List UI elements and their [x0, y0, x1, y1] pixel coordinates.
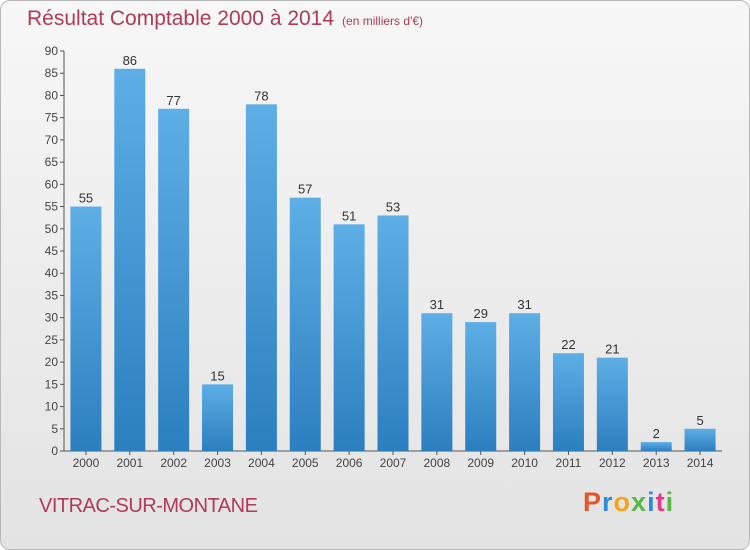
x-tick-label: 2008 [424, 456, 451, 470]
y-tick-label: 20 [45, 355, 59, 369]
logo-letter: t [655, 487, 666, 517]
bar-2009 [465, 322, 497, 451]
y-tick-label: 30 [45, 311, 59, 325]
x-tick-label: 2013 [643, 456, 670, 470]
y-tick-label: 5 [51, 422, 58, 436]
y-tick-label: 55 [45, 200, 59, 214]
bar-value-label: 57 [298, 182, 312, 197]
y-tick-label: 50 [45, 222, 59, 236]
bar-2004 [245, 104, 277, 451]
bar-value-label: 22 [561, 337, 575, 352]
x-tick-label: 2005 [292, 456, 319, 470]
bar-2003 [202, 384, 234, 451]
bar-value-label: 86 [123, 53, 137, 68]
bar-2013 [640, 442, 672, 451]
y-tick-label: 65 [45, 155, 59, 169]
bar-2006 [333, 224, 365, 451]
bar-value-label: 55 [79, 191, 93, 206]
bar-2001 [114, 68, 146, 452]
y-tick-label: 40 [45, 266, 59, 280]
y-tick-label: 85 [45, 66, 59, 80]
y-tick-label: 60 [45, 177, 59, 191]
chart-title: Résultat Comptable 2000 à 2014 (en millie… [27, 7, 423, 31]
y-tick-label: 70 [45, 133, 59, 147]
chart-title-main: Résultat Comptable 2000 à 2014 [27, 7, 335, 30]
x-tick-label: 2011 [556, 456, 582, 470]
x-tick-label: 2010 [511, 456, 538, 470]
bar-2002 [158, 108, 190, 452]
x-tick-label: 2012 [599, 456, 626, 470]
bar-value-label: 2 [653, 426, 660, 441]
x-tick-label: 2000 [73, 456, 100, 470]
x-tick-label: 2001 [116, 456, 143, 470]
y-tick-label: 45 [45, 244, 59, 258]
chart-bars: 55 86 77 15 78 57 51 53 31 29 31 22 21 2 5 [70, 53, 716, 452]
y-tick-label: 0 [51, 444, 58, 458]
x-tick-label: 2014 [687, 456, 714, 470]
logo-letter: P [583, 487, 603, 517]
proxiti-logo: Proxiti [583, 487, 674, 518]
logo-letter: i [665, 487, 675, 517]
bar-2012 [596, 357, 628, 451]
x-tick-label: 2009 [467, 456, 494, 470]
bar-2008 [421, 313, 453, 451]
x-tick-label: 2004 [248, 456, 275, 470]
y-tick-label: 25 [45, 333, 59, 347]
chart-title-unit: (en milliers d'€) [342, 14, 424, 28]
x-tick-label: 2002 [160, 456, 187, 470]
x-tick-label: 2003 [204, 456, 231, 470]
bar-value-label: 51 [342, 208, 356, 223]
logo-letter: x [631, 487, 648, 517]
bar-value-label: 31 [430, 297, 444, 312]
bar-value-label: 77 [166, 93, 180, 108]
y-tick-label: 80 [45, 88, 59, 102]
y-tick-label: 10 [45, 400, 59, 414]
bar-value-label: 53 [386, 199, 400, 214]
logo-letter: o [613, 487, 632, 517]
bar-value-label: 21 [605, 342, 619, 357]
y-tick-label: 75 [45, 111, 59, 125]
y-tick-label: 35 [45, 288, 59, 302]
x-tick-label: 2006 [336, 456, 363, 470]
logo-letter: r [602, 487, 614, 517]
bar-2007 [377, 215, 409, 451]
logo-letter: i [647, 487, 656, 517]
bar-value-label: 31 [517, 297, 531, 312]
bar-value-label: 29 [473, 306, 487, 321]
bar-value-label: 78 [254, 88, 268, 103]
y-tick-label: 15 [45, 377, 59, 391]
x-tick-label: 2007 [380, 456, 407, 470]
bar-2010 [509, 313, 541, 451]
bar-2005 [289, 197, 321, 451]
bar-2011 [552, 353, 584, 451]
bar-value-label: 5 [696, 413, 703, 428]
y-tick-label: 90 [45, 44, 59, 58]
commune-name: VITRAC-SUR-MONTANE [39, 495, 258, 517]
bar-2000 [70, 206, 102, 451]
bar-2014 [684, 428, 716, 451]
bar-value-label: 15 [210, 368, 224, 383]
